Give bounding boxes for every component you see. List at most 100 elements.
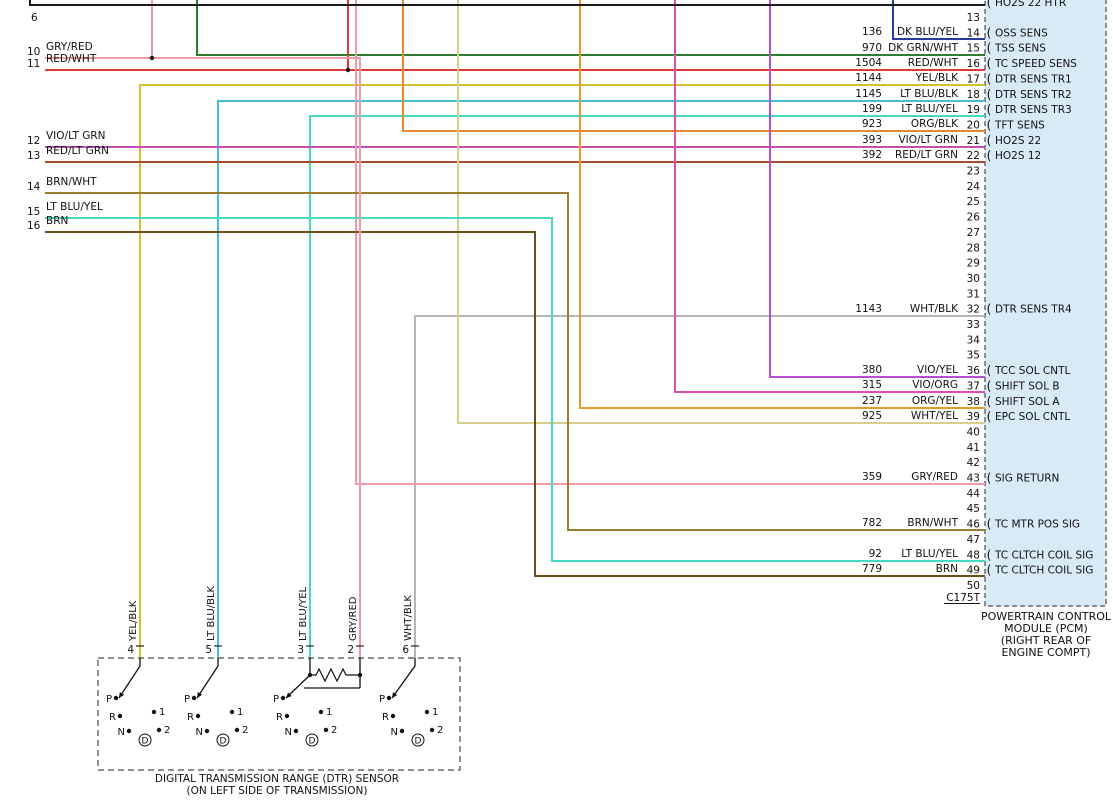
wire-1143 [414,315,985,658]
left-wire-color-10: GRY/RED [46,41,93,53]
pcm-pin-number-50: 50 [967,580,980,592]
dtr-contact-2 [234,727,240,733]
pcm-pin-number-42: 42 [967,457,980,469]
pcm-pin-connector-48: ( [987,548,992,562]
pcm-pin-number-41: 41 [967,442,980,454]
pcm-pin-number-40: 40 [967,426,980,438]
wire-92-color-label: LT BLU/YEL [901,548,958,560]
pcm-pin-connector-22: ( [987,149,992,163]
pcm-title-line-1: POWERTRAIN CONTROL [981,610,1112,623]
pcm-pin-connector-17: ( [987,72,992,86]
wire-92-circuit-number: 92 [869,548,882,560]
wire-315-color-label: VIO/ORG [912,379,958,391]
wire-1144 [139,84,985,658]
pcm-pin-number-22: 22 [967,150,980,162]
dtr-pin-number-5: 5 [205,644,212,656]
dtr-contact-p [191,695,197,701]
pcm-pin-number-15: 15 [967,43,980,55]
dtr-switch-arm-4 [391,665,416,699]
wire-359-color-label: GRY/RED [911,471,958,483]
wire-779 [45,231,985,577]
pcm-pin-number-33: 33 [967,319,980,331]
wire-925-color-label: WHT/YEL [911,410,958,422]
pcm-pin-number-34: 34 [967,334,981,346]
pcm-pin-connector-39: ( [987,410,992,424]
dtr-contact-2 [429,727,435,733]
dtr-letter-d: D [142,737,149,747]
pcm-pin-number-49: 49 [967,565,980,577]
pcm-title-line-3: (RIGHT REAR OF [1001,634,1091,647]
pcm-pin-connector-36: ( [987,364,992,378]
pcm-pin-number-46: 46 [967,519,981,531]
pcm-pin-number-45: 45 [967,503,980,515]
pcm-pin-connector-14: ( [987,26,992,40]
dtr-contact-number-1: 1 [326,707,332,718]
dtr-switch-arm-3 [285,674,311,699]
dtr-contact-p [113,695,119,701]
pcm-pin-number-36: 36 [967,365,981,377]
dtr-pin-number-3: 3 [297,644,304,656]
pcm-pin-connector-18: ( [987,87,992,101]
dtr-contact-r [195,713,201,719]
pcm-pin-label-partial: HO2S 22 HTR [995,0,1066,9]
wire-359-circuit-number: 359 [862,471,882,483]
left-wire-color-16: BRN [46,215,68,227]
dtr-letter-r: R [276,712,283,723]
dtr-contact-number-2: 2 [437,725,443,736]
dtr-letter-p: P [106,694,112,705]
dtr-contact-n [204,728,210,734]
pcm-pin-number-18: 18 [967,89,980,101]
wire-1145-color-label: LT BLU/BLK [900,88,959,100]
wire-779-circuit-number: 779 [862,563,882,575]
dtr-letter-n: N [118,727,125,738]
pcm-pin-connector-43: ( [987,471,992,485]
dtr-drop-color-4: YEL/BLK [128,600,139,642]
pcm-pin-number-13: 13 [967,12,980,24]
pcm-pin-number-43: 43 [967,473,980,485]
pcm-pin-label-32: DTR SENS TR4 [995,304,1072,316]
dtr-contact-p [386,695,392,701]
left-wire-number-13: 13 [27,150,40,162]
pcm-pin-number-29: 29 [967,258,980,270]
pcm-pin-number-35: 35 [967,350,980,362]
pcm-pin-label-22: HO2S 12 [995,150,1041,162]
wire-1504-junction [345,67,351,73]
wire-970 [196,0,985,56]
pcm-pin-connector-32: ( [987,302,992,316]
dtr-letter-r: R [382,712,389,723]
dtr-contact-r [284,713,290,719]
pcm-pin-number-17: 17 [967,73,980,85]
pcm-title-line-2: MODULE (PCM) [1004,622,1088,635]
pcm-pin-label-48: TC CLTCH COIL SIG [994,549,1093,561]
pcm-pin-label-14: OSS SENS [995,27,1048,39]
wire-380-color-label: VIO/YEL [917,364,958,376]
wire-392-circuit-number: 392 [862,149,882,161]
dtr-letter-r: R [109,712,116,723]
dtr-letter-d: D [220,737,227,747]
pcm-pin-number-20: 20 [967,119,980,131]
pcm-pin-number-32: 32 [967,304,980,316]
dtr-contact-number-2: 2 [164,725,170,736]
pcm-pin-connector-21: ( [987,133,992,147]
pcm-pin-number-24: 24 [967,181,981,193]
pcm-pin-connector-38: ( [987,394,992,408]
wire-392-color-label: RED/LT GRN [895,149,958,161]
wire-199 [309,115,985,658]
wire-923 [402,0,985,132]
wire-237-color-label: ORG/YEL [912,395,958,407]
dtr-contact-number-1: 1 [432,707,438,718]
pcm-pin-number-28: 28 [967,242,980,254]
dtr-contact-1 [229,709,235,715]
left-wire-number-15: 15 [27,206,40,218]
dtr-position-d-circle [138,733,152,747]
dtr-drop-color-3: LT BLU/YEL [298,586,309,641]
pcm-pin-label-43: SIG RETURN [995,473,1059,485]
wire-136 [892,0,985,40]
dtr-contact-1 [424,709,430,715]
wire-1144-color-label: YEL/BLK [915,72,959,84]
pcm-pin-number-30: 30 [967,273,980,285]
left-wire-number-12: 12 [27,135,40,147]
pcm-pin-connector-46: ( [987,517,992,531]
pcm-connector-id: C175T [946,592,980,604]
